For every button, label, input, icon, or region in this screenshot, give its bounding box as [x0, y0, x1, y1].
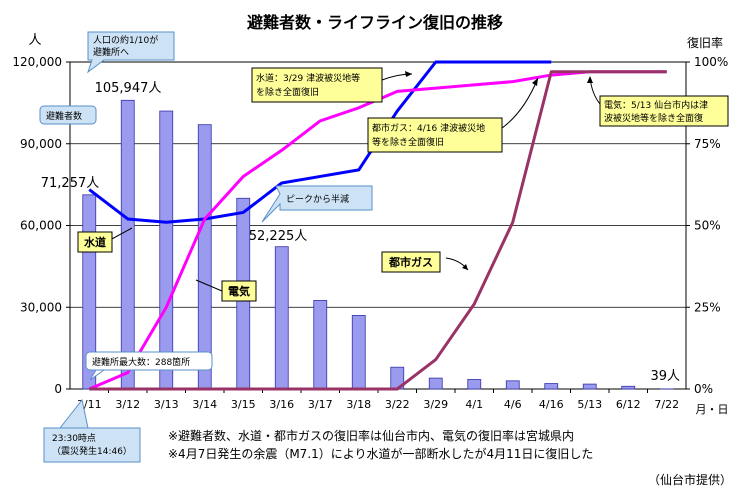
- left-axis-unit: 人: [28, 33, 41, 48]
- callout-population-text: 人口の約1/10が避難所へ: [93, 34, 158, 58]
- x-tick-label: 3/15: [231, 398, 256, 411]
- bar-value-label: 71,257人: [41, 176, 100, 191]
- x-tick-label: 3/13: [154, 398, 179, 411]
- left-tick-label: 30,000: [20, 300, 62, 314]
- label-gas: 都市ガス: [381, 251, 469, 273]
- x-tick-label: 3/18: [346, 398, 371, 411]
- series-line-都市ガス: [89, 70, 667, 391]
- right-tick-label: 0%: [694, 382, 713, 396]
- right-tick-label: 75%: [694, 137, 721, 151]
- note-electricity: 電気：5/13 仙台市内は津波被災地等を除き全面復: [587, 76, 729, 127]
- x-tick-label: 5/13: [577, 398, 602, 411]
- footnote-2: ※4月7日発生の余震（M7.1）により水道が一部断水したが4月11日に復旧した: [168, 446, 593, 461]
- gas-note-text: 都市ガス：4/16 津波被災地等を除き全面復旧: [372, 122, 485, 148]
- right-tick-label: 100%: [694, 55, 728, 69]
- right-axis-unit: 復旧率: [687, 35, 723, 50]
- right-tick-label: 25%: [694, 300, 721, 314]
- label-electricity: 電気: [195, 279, 257, 302]
- evacuee-bar: [120, 99, 135, 390]
- callout-max-shelters: 避難所最大数：288箇所: [85, 351, 213, 381]
- x-tick-label: 3/22: [385, 398, 410, 411]
- peak-half-text: ピークから半減: [286, 193, 349, 205]
- series-line-水道: [88, 60, 552, 224]
- left-tick-label: 60,000: [20, 219, 62, 233]
- evacuee-bar: [582, 383, 597, 390]
- note-gas: 都市ガス：4/16 津波被災地等を除き全面復旧: [367, 77, 539, 153]
- evacuee-bar: [505, 380, 520, 390]
- right-axis-ticks: 0% 25% 50% 75% 100%: [686, 55, 728, 396]
- evacuee-bar: [621, 385, 636, 390]
- evacuee-bars: [82, 99, 674, 390]
- left-tick-label: 0: [54, 382, 62, 396]
- label-water: 水道: [77, 227, 133, 253]
- water-label-text: 水道: [84, 235, 106, 249]
- x-tick-label: 6/12: [616, 398, 641, 411]
- electricity-label-text: 電気: [228, 284, 250, 298]
- callout-evacuee-legend: 避難者数: [39, 105, 97, 125]
- bar-value-label: 39人: [650, 369, 680, 384]
- bar-value-label: 52,225人: [249, 229, 308, 244]
- x-tick-label: 4/6: [504, 398, 522, 411]
- x-tick-label: 3/12: [115, 398, 140, 411]
- evacuee-bar: [428, 377, 443, 390]
- note-water: 水道：3/29 津波被災地等を除き全面復旧: [251, 67, 413, 103]
- evacuee-bar: [197, 124, 212, 390]
- evacuee-bar: [544, 383, 559, 390]
- x-tick-label: 3/17: [308, 398, 333, 411]
- x-tick-label: 3/14: [192, 398, 217, 411]
- bar-value-label: 105,947人: [95, 81, 162, 96]
- x-tick-label: 3/29: [423, 398, 448, 411]
- x-tick-label: 4/1: [465, 398, 483, 411]
- right-tick-label: 50%: [694, 219, 721, 233]
- x-axis-label: 月・日: [696, 403, 729, 416]
- source-credit: （仙台市提供）: [648, 472, 732, 487]
- water-note-text: 水道：3/29 津波被災地等を除き全面復旧: [256, 72, 360, 98]
- x-tick-label: 4/16: [539, 398, 564, 411]
- evacuee-bar: [467, 379, 482, 390]
- evacuee-bar: [313, 300, 328, 390]
- evacuee-bar: [274, 246, 289, 390]
- evacuee-legend-text: 避難者数: [46, 110, 82, 122]
- left-tick-label: 90,000: [20, 137, 62, 151]
- x-tick-label: 3/16: [269, 398, 294, 411]
- callout-population: 人口の約1/10が避難所へ: [87, 31, 175, 74]
- evacuee-bar: [351, 315, 366, 390]
- quake-time-text: 23:30時点（震災発生14:46）: [52, 433, 132, 457]
- callout-peak-half: ピークから半減: [261, 185, 373, 223]
- electricity-note-text: 電気：5/13 仙台市内は津波被災地等を除き全面復: [604, 99, 708, 124]
- evacuee-bar: [159, 110, 174, 390]
- chart-title: 避難者数・ライフライン復旧の推移: [247, 13, 503, 32]
- left-tick-label: 120,000: [12, 55, 62, 69]
- callout-quake-time: 23:30時点（震災発生14:46）: [43, 398, 141, 463]
- footnote-1: ※避難者数、水道・都市ガスの復旧率は仙台市内、電気の復旧率は宮城県内: [168, 428, 574, 443]
- max-shelters-text: 避難所最大数：288箇所: [92, 356, 190, 368]
- gas-label-text: 都市ガス: [388, 255, 433, 269]
- bar-value-labels: 71,257人 105,947人 52,225人 39人: [41, 81, 680, 384]
- x-axis-ticks: 3/11 3/12 3/13 3/14 3/15 3/16 3/17 3/18 3/22 3/29…: [77, 389, 679, 411]
- x-tick-label: 7/22: [654, 398, 679, 411]
- left-axis-ticks: 0 30,000 60,000 90,000 120,000: [12, 55, 70, 396]
